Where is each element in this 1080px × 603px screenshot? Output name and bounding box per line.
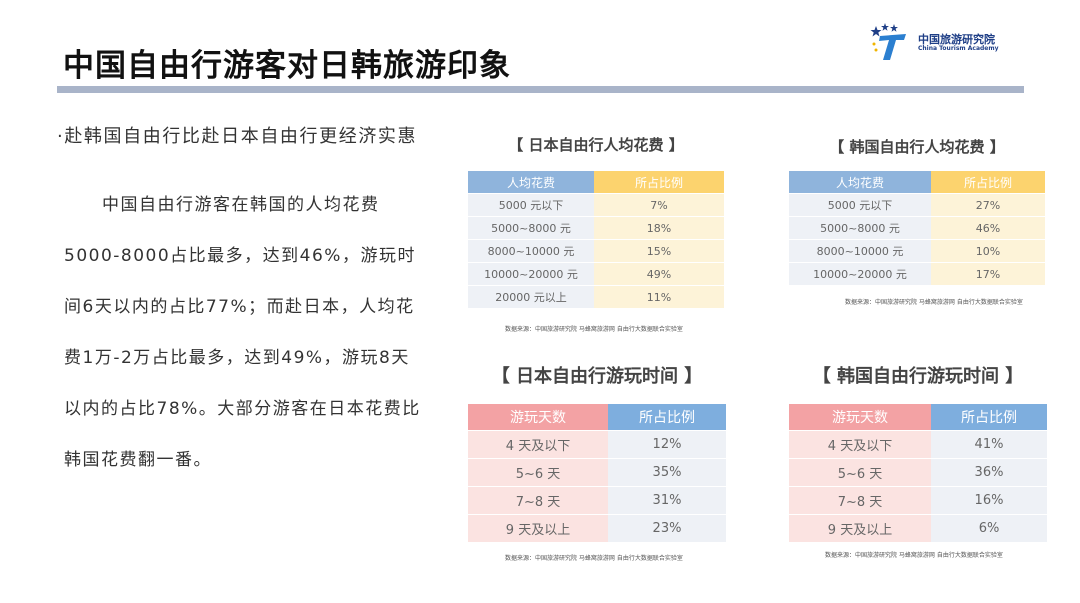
- table-title: 【 日本自由行游玩时间 】: [491, 366, 703, 387]
- table-cell: 23%: [608, 514, 726, 542]
- table-cell: 17%: [931, 262, 1045, 285]
- logo-en-text: China Tourism Academy: [918, 45, 999, 52]
- logo-t-icon: [870, 23, 906, 60]
- table-japan-spend: 【 日本自由行人均花费 】 人均花费 所占比例 5000 元以下 7% 5000~…: [468, 132, 724, 342]
- table-cell: 35%: [608, 458, 726, 487]
- table-cell: 4 天及以下: [789, 430, 931, 459]
- table-cell: 41%: [931, 430, 1047, 459]
- table-cell: 8000~10000 元: [789, 239, 931, 263]
- table-cell: 7%: [594, 193, 724, 217]
- table-cell: 16%: [931, 486, 1047, 515]
- table-row: 5000~8000 元 18%: [468, 216, 724, 240]
- table-row: 10000~20000 元 49%: [468, 262, 724, 286]
- table-row: 20000 元以上 11%: [468, 285, 724, 308]
- page-title: 中国自由行游客对日韩旅游印象: [63, 48, 511, 84]
- table-row: 10000~20000 元 17%: [789, 262, 1045, 285]
- column-header: 游玩天数: [789, 404, 931, 431]
- data-source: 数据来源：中国旅游研究院 马蜂窝旅游网 自由行大数据联合实验室: [505, 555, 683, 562]
- data-table: 人均花费 所占比例 5000 元以下 27% 5000~8000 元 46% 800…: [789, 171, 1045, 285]
- summary-bullet: ·赴韩国自由行比赴日本自由行更经济实惠: [57, 126, 418, 147]
- summary-paragraph-text: 中国自由行游客在韩国的人均花费5000-8000占比最多，达到46%，游玩时间6…: [64, 195, 421, 470]
- table-korea-spend: 【 韩国自由行人均花费 】 人均花费 所占比例 5000 元以下 27% 5000…: [789, 132, 1045, 312]
- logo: 中国旅游研究院 China Tourism Academy: [870, 22, 1020, 62]
- table-cell: 5~6 天: [468, 458, 608, 487]
- table-title: 【 韩国自由行游玩时间 】: [812, 366, 1024, 387]
- table-cell: 36%: [931, 458, 1047, 487]
- data-table: 游玩天数 所占比例 4 天及以下 41% 5~6 天 36% 7~8 天 16% 9 …: [789, 404, 1047, 542]
- table-cell: 10%: [931, 239, 1045, 263]
- table-cell: 9 天及以上: [468, 514, 608, 542]
- title-underline: [57, 86, 1024, 93]
- table-cell: 18%: [594, 216, 724, 240]
- table-cell: 49%: [594, 262, 724, 286]
- data-table: 人均花费 所占比例 5000 元以下 7% 5000~8000 元 18% 8000…: [468, 171, 724, 308]
- table-cell: 20000 元以上: [468, 285, 594, 308]
- table-row: 4 天及以下 41%: [789, 430, 1047, 459]
- column-header: 所占比例: [931, 171, 1045, 194]
- table-row: 8000~10000 元 15%: [468, 239, 724, 263]
- table-cell: 4 天及以下: [468, 430, 608, 459]
- table-row: 5~6 天 35%: [468, 458, 726, 487]
- table-title: 【 韩国自由行人均花费 】: [829, 138, 1005, 156]
- table-row: 5~6 天 36%: [789, 458, 1047, 487]
- table-cell: 5000 元以下: [468, 193, 594, 217]
- data-source: 数据来源：中国旅游研究院 马蜂窝旅游网 自由行大数据联合实验室: [845, 299, 1023, 306]
- table-title: 【 日本自由行人均花费 】: [508, 136, 684, 154]
- data-source: 数据来源：中国旅游研究院 马蜂窝旅游网 自由行大数据联合实验室: [505, 326, 683, 333]
- table-cell: 5~6 天: [789, 458, 931, 487]
- table-cell: 9 天及以上: [789, 514, 931, 542]
- table-cell: 11%: [594, 285, 724, 308]
- column-header: 游玩天数: [468, 404, 608, 431]
- table-cell: 8000~10000 元: [468, 239, 594, 263]
- table-row: 5000 元以下 7%: [468, 193, 724, 217]
- table-cell: 10000~20000 元: [789, 262, 931, 285]
- table-row: 9 天及以上 6%: [789, 514, 1047, 542]
- table-cell: 46%: [931, 216, 1045, 240]
- table-cell: 5000 元以下: [789, 193, 931, 217]
- table-row: 7~8 天 31%: [468, 486, 726, 515]
- column-header: 人均花费: [468, 171, 594, 194]
- table-cell: 12%: [608, 430, 726, 459]
- table-row: 8000~10000 元 10%: [789, 239, 1045, 263]
- summary-paragraph: 中国自由行游客在韩国的人均花费5000-8000占比最多，达到46%，游玩时间6…: [64, 180, 424, 486]
- column-header: 人均花费: [789, 171, 931, 194]
- table-cell: 15%: [594, 239, 724, 263]
- table-row: 9 天及以上 23%: [468, 514, 726, 542]
- column-header: 所占比例: [931, 404, 1047, 431]
- table-cell: 5000~8000 元: [789, 216, 931, 240]
- table-row: 4 天及以下 12%: [468, 430, 726, 459]
- table-cell: 5000~8000 元: [468, 216, 594, 240]
- table-row: 5000~8000 元 46%: [789, 216, 1045, 240]
- column-header: 所占比例: [608, 404, 726, 431]
- table-cell: 7~8 天: [468, 486, 608, 515]
- column-header: 所占比例: [594, 171, 724, 194]
- table-cell: 7~8 天: [789, 486, 931, 515]
- table-row: 7~8 天 16%: [789, 486, 1047, 515]
- logo-cn-text: 中国旅游研究院: [918, 33, 995, 46]
- data-source: 数据来源：中国旅游研究院 马蜂窝旅游网 自由行大数据联合实验室: [825, 552, 1003, 559]
- data-table: 游玩天数 所占比例 4 天及以下 12% 5~6 天 35% 7~8 天 31% 9 …: [468, 404, 726, 542]
- table-cell: 10000~20000 元: [468, 262, 594, 286]
- table-row: 5000 元以下 27%: [789, 193, 1045, 217]
- table-cell: 31%: [608, 486, 726, 515]
- table-cell: 6%: [931, 514, 1047, 542]
- table-cell: 27%: [931, 193, 1045, 217]
